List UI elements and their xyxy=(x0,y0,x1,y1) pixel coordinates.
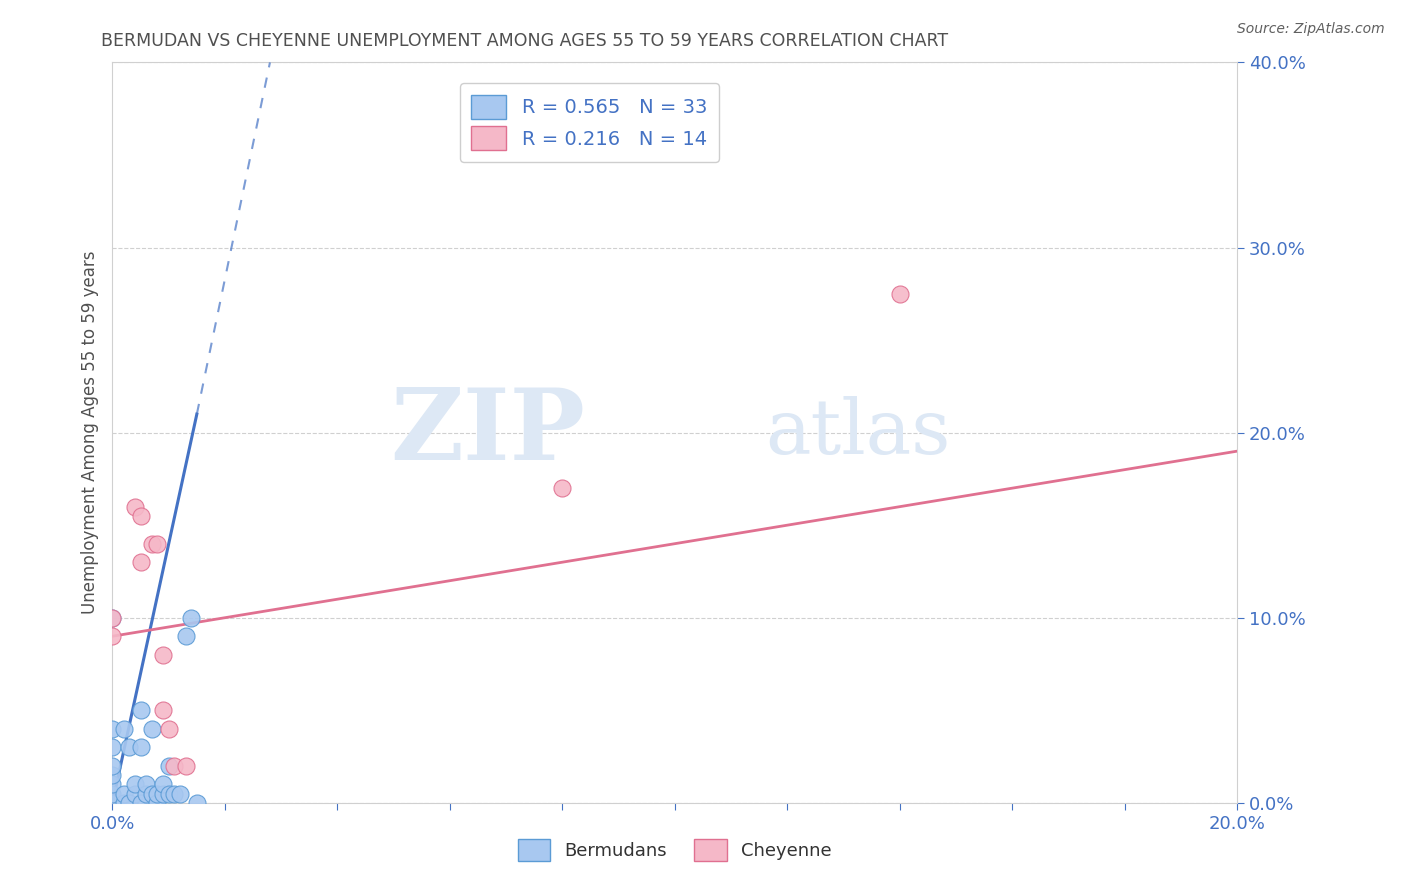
Point xyxy=(152,787,174,801)
Point xyxy=(124,777,146,791)
Point xyxy=(101,758,124,772)
Point xyxy=(152,703,174,717)
Point xyxy=(141,536,163,550)
Point xyxy=(129,703,152,717)
Point xyxy=(174,758,197,772)
Point xyxy=(112,796,135,810)
Point xyxy=(163,758,186,772)
Point xyxy=(118,740,141,755)
Point xyxy=(112,722,135,736)
Point xyxy=(163,787,186,801)
Text: BERMUDAN VS CHEYENNE UNEMPLOYMENT AMONG AGES 55 TO 59 YEARS CORRELATION CHART: BERMUDAN VS CHEYENNE UNEMPLOYMENT AMONG … xyxy=(101,32,949,50)
Point xyxy=(101,777,124,791)
Point xyxy=(889,286,911,301)
Point xyxy=(141,722,163,736)
Point xyxy=(152,777,174,791)
Point xyxy=(157,758,180,772)
Point xyxy=(152,648,174,662)
Point xyxy=(101,610,124,624)
Text: atlas: atlas xyxy=(765,396,950,469)
Point xyxy=(146,796,169,810)
Text: ZIP: ZIP xyxy=(389,384,585,481)
Point xyxy=(118,796,141,810)
Point xyxy=(157,722,180,736)
Point xyxy=(101,796,124,810)
Point xyxy=(129,796,152,810)
Point xyxy=(101,787,124,801)
Point xyxy=(180,610,202,624)
Point xyxy=(551,481,574,495)
Text: Source: ZipAtlas.com: Source: ZipAtlas.com xyxy=(1237,22,1385,37)
Point xyxy=(186,796,208,810)
Point xyxy=(135,787,157,801)
Point xyxy=(124,500,146,514)
Point xyxy=(169,787,191,801)
Point xyxy=(112,787,135,801)
Y-axis label: Unemployment Among Ages 55 to 59 years: Unemployment Among Ages 55 to 59 years xyxy=(80,251,98,615)
Point xyxy=(135,777,157,791)
Point xyxy=(101,610,124,624)
Point xyxy=(174,629,197,643)
Point xyxy=(101,629,124,643)
Point xyxy=(101,768,124,782)
Point xyxy=(146,536,169,550)
Point xyxy=(129,508,152,523)
Point xyxy=(101,722,124,736)
Point xyxy=(129,555,152,569)
Point xyxy=(157,787,180,801)
Point xyxy=(101,740,124,755)
Point xyxy=(124,787,146,801)
Point xyxy=(129,740,152,755)
Legend: Bermudans, Cheyenne: Bermudans, Cheyenne xyxy=(510,831,839,868)
Point xyxy=(141,787,163,801)
Point xyxy=(146,787,169,801)
